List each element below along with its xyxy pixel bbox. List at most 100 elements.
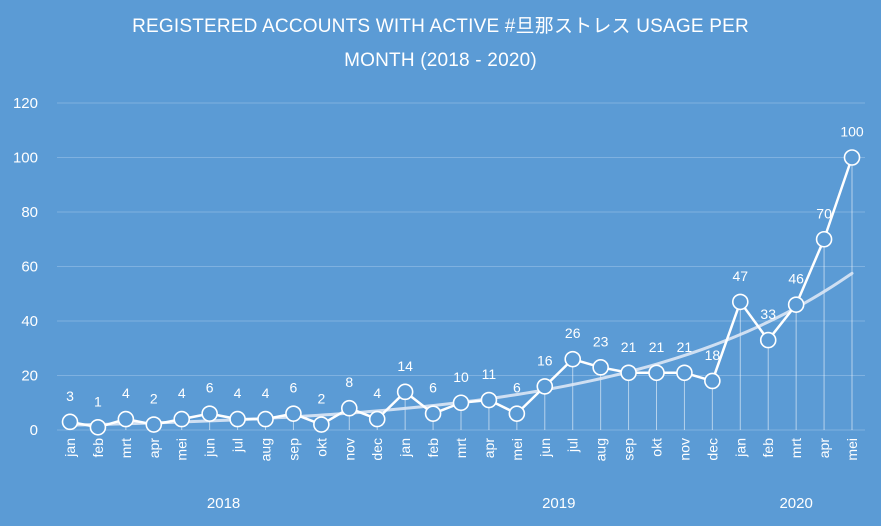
data-label: 6 (290, 380, 298, 396)
x-tick-label: jun (202, 438, 218, 458)
data-point (173, 410, 191, 428)
data-point (145, 416, 163, 433)
y-tick-label: 120 (13, 95, 38, 112)
x-tick-label: feb (760, 438, 776, 458)
data-label: 70 (816, 205, 832, 221)
data-label: 100 (840, 124, 864, 140)
data-point (285, 405, 302, 422)
x-tick-label: mrt (453, 438, 469, 458)
x-tick-label: jan (62, 438, 78, 458)
data-label: 4 (262, 385, 270, 401)
data-point (229, 410, 246, 428)
data-point (452, 394, 470, 412)
x-tick-label: jul (230, 438, 246, 453)
data-point (368, 410, 386, 428)
data-point (759, 331, 777, 349)
data-point (61, 413, 79, 431)
y-tick-label: 20 (21, 368, 38, 385)
x-tick-label: sep (285, 438, 301, 461)
data-point (676, 364, 693, 382)
data-point (480, 391, 498, 409)
data-label: 26 (565, 325, 581, 341)
x-tick-label: mrt (118, 438, 134, 458)
data-label: 1 (94, 393, 102, 409)
x-tick-label: apr (816, 438, 832, 459)
data-point (508, 405, 526, 422)
data-point (731, 293, 749, 311)
data-label: 18 (705, 347, 721, 363)
data-label: 4 (178, 385, 186, 401)
data-point (396, 383, 414, 401)
x-tick-label: mei (509, 438, 525, 461)
data-label: 46 (788, 271, 804, 287)
data-label: 6 (429, 380, 437, 396)
x-tick-label: mei (844, 438, 860, 461)
data-label: 14 (397, 358, 413, 374)
data-label: 4 (122, 385, 130, 401)
series-line (69, 157, 854, 429)
data-label: 21 (621, 339, 637, 355)
data-point (89, 418, 107, 436)
data-point (815, 230, 833, 248)
data-point (117, 410, 135, 428)
year-group-label: 2019 (542, 495, 575, 512)
data-label: 2 (150, 391, 158, 407)
chart-title-line-2: MONTH (2018 - 2020) (344, 50, 537, 71)
chart-title: REGISTERED ACCOUNTS WITH ACTIVE #旦那ストレス … (0, 10, 881, 78)
x-tick-label: nov (341, 438, 357, 461)
x-tick-label: aug (258, 438, 274, 461)
x-tick-label: jan (732, 438, 748, 458)
data-label: 33 (760, 306, 776, 322)
data-label: 6 (513, 380, 521, 396)
data-label: 23 (593, 333, 609, 349)
data-label: 47 (732, 268, 748, 284)
data-label: 21 (649, 339, 665, 355)
year-group-label: 2020 (779, 495, 812, 512)
data-label: 11 (482, 366, 497, 382)
data-label: 10 (453, 369, 469, 385)
data-label: 6 (206, 380, 214, 396)
data-point (424, 405, 442, 422)
data-point (564, 350, 582, 368)
data-point (340, 399, 358, 417)
x-tick-label: mei (174, 438, 190, 461)
data-point (704, 372, 721, 390)
chart-title-line-1: REGISTERED ACCOUNTS WITH ACTIVE #旦那ストレス … (132, 16, 749, 37)
data-point (592, 359, 609, 376)
y-tick-label: 100 (13, 150, 38, 167)
x-tick-label: feb (425, 438, 441, 458)
data-point (313, 416, 330, 433)
x-tick-label: dec (704, 438, 720, 461)
data-label: 4 (234, 385, 242, 401)
y-tick-label: 40 (21, 313, 38, 330)
x-tick-label: aug (593, 438, 609, 461)
y-tick-label: 60 (21, 259, 38, 276)
x-tick-label: nov (676, 438, 692, 461)
x-tick-label: okt (649, 438, 665, 457)
data-point (536, 378, 554, 395)
data-label: 16 (537, 352, 553, 368)
x-tick-label: mrt (788, 438, 804, 458)
x-tick-label: jul (565, 438, 581, 453)
data-point (620, 364, 637, 382)
data-label: 3 (66, 388, 74, 404)
x-tick-label: jan (397, 438, 413, 458)
data-point (257, 410, 274, 428)
data-point (843, 149, 861, 166)
y-tick-label: 80 (21, 204, 38, 221)
data-point (201, 405, 218, 422)
x-tick-label: apr (481, 438, 497, 459)
x-tick-label: jun (537, 438, 553, 458)
x-tick-label: sep (621, 438, 637, 461)
data-point (787, 296, 805, 313)
year-group-label: 2018 (207, 495, 240, 512)
x-tick-label: feb (90, 438, 106, 458)
y-tick-label: 0 (30, 422, 38, 439)
data-label: 21 (677, 339, 693, 355)
data-point (648, 364, 665, 382)
data-label: 2 (317, 391, 325, 407)
data-label: 4 (373, 385, 381, 401)
x-tick-label: dec (369, 438, 385, 461)
